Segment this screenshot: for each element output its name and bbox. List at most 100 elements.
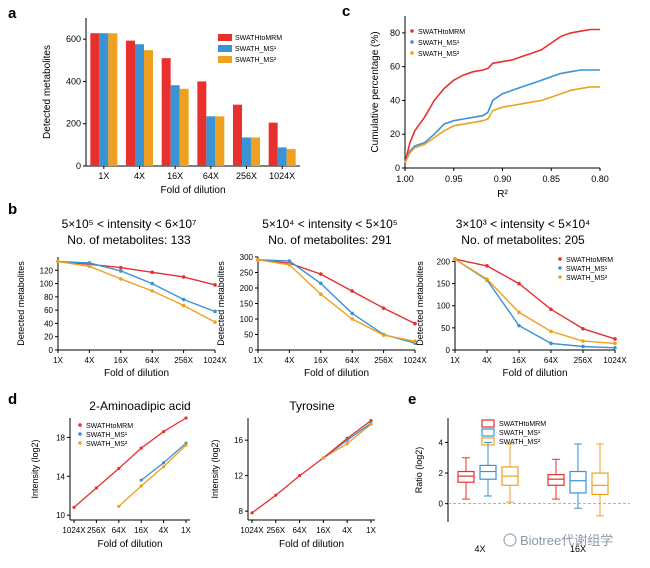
panel-d1-point <box>184 443 188 447</box>
panel-d2-point <box>298 474 302 478</box>
panel-c-legend-swatch <box>410 29 414 33</box>
panel-c-series-line <box>404 28 600 164</box>
panel-d2-y-tick-label: 16 <box>234 436 243 445</box>
panel-b1-x-tick-label: 1X <box>53 356 63 365</box>
panel-e-legend-swatch <box>481 428 495 437</box>
panel-a-bar <box>251 137 260 166</box>
panel-d2-point <box>345 442 349 446</box>
panel-a-bar <box>215 116 225 166</box>
panel-b2-x-tick-label: 256X <box>374 356 393 365</box>
panel-b3-y-tick-label: 100 <box>437 302 451 311</box>
panel-b3-series-line <box>454 258 616 345</box>
panel-b3-y-tick-label: 150 <box>437 280 451 289</box>
panel-a-legend-swatch <box>218 34 232 41</box>
panel-b1-y-tick-label: 80 <box>44 293 53 302</box>
panel-b3-point <box>613 341 617 346</box>
panel-c-y-tick-label: 0 <box>395 163 400 173</box>
panel-d1-point <box>117 504 121 508</box>
panel-b2-y-tick-label: 250 <box>240 269 254 278</box>
panel-e-legend-swatch <box>481 419 495 428</box>
panel-a-bar <box>108 33 118 167</box>
panel-b2-point <box>381 306 386 310</box>
panel-d1-point <box>184 416 188 420</box>
panel-a-y-tick-label: 200 <box>66 119 81 129</box>
panel-d2-point <box>345 438 349 442</box>
panel-b3-legend-label: SWATHtoMRM <box>566 257 613 264</box>
panel-d1-x-tick-label: 16X <box>134 526 149 535</box>
panel-d1-point <box>139 484 143 488</box>
panel-b2-x-tick-label: 4X <box>285 356 295 365</box>
panel-c-x-tick-label: 0.80 <box>591 174 609 184</box>
panel-d2-x-tick-label: 1X <box>366 526 376 535</box>
panel-b1-series-line <box>57 260 216 313</box>
panel-d2-x-tick-label: 16X <box>316 526 331 535</box>
panel-d1-legend-swatch <box>78 432 82 436</box>
panel-b2-point <box>319 292 323 297</box>
panel-b1-point <box>87 261 92 265</box>
panel-d2-title: Tyrosine <box>289 399 335 413</box>
panel-d2-y-tick-label: 12 <box>234 472 243 481</box>
panel-c-x-tick-label: 0.95 <box>445 174 463 184</box>
panel-d1-point <box>72 505 76 509</box>
panel-d1-x-axis-title: Fold of dilution <box>97 539 162 550</box>
panel-b3-y-axis-title: Detected metabolites <box>415 261 425 346</box>
panel-b1-point <box>119 269 123 273</box>
panel-e-y-tick-label: 4 <box>439 438 444 447</box>
panel-d2-x-tick-label: 4X <box>342 526 352 535</box>
panel-c-legend-label: SWATH_MS¹ <box>418 40 460 47</box>
panel-b3-legend-swatch <box>558 257 562 261</box>
panel-b-line-charts: 5×10⁵ < intensity < 6×10⁷ No. of metabol… <box>16 217 627 379</box>
panel-b3-y-tick-label: 200 <box>437 257 451 266</box>
panel-d2-series-line <box>251 420 372 514</box>
panel-a-bar <box>161 58 171 166</box>
panel-a-bar <box>277 147 287 166</box>
panel-b2-point <box>350 289 355 293</box>
panel-d2-point <box>274 493 278 497</box>
panel-b2-title-2: No. of metabolites: 291 <box>268 233 392 247</box>
panel-b2-point <box>413 339 417 344</box>
panel-b1-point <box>87 264 92 269</box>
panel-b3-x-tick-label: 1X <box>450 356 460 365</box>
panel-b3-point <box>517 323 521 328</box>
panel-b2-y-tick-label: 300 <box>240 253 254 262</box>
panel-letter-d: d <box>8 391 17 408</box>
panel-d1-legend-swatch <box>78 423 82 427</box>
panel-b1-x-tick-label: 1024X <box>203 356 227 365</box>
panel-e-y-tick-label: 2 <box>439 469 444 478</box>
panel-e-box <box>569 470 587 494</box>
panel-a-bar <box>286 149 296 166</box>
panel-b1-point <box>181 275 186 279</box>
panel-b1-x-tick-label: 64X <box>145 356 160 365</box>
panel-d1-point <box>162 464 166 469</box>
panel-b3-x-tick-label: 4X <box>482 356 492 365</box>
panel-letter-c: c <box>342 3 350 20</box>
panel-d1-legend-label: SWATHtoMRM <box>86 423 133 430</box>
panel-e-box-chart: 0 2 4 4X 16X SWATHtoMRM SWATH_MS¹ SWATH_MS² Rati… <box>414 418 630 554</box>
panel-a-bar <box>268 122 278 166</box>
panel-b3-point <box>453 257 457 262</box>
panel-b2-series-line <box>257 259 416 342</box>
panel-d1-x-tick-label: 256X <box>87 526 106 535</box>
panel-c-series-line <box>404 69 600 164</box>
panel-a-x-tick-label: 1X <box>98 171 109 181</box>
panel-c-cumulative-chart: 0 20 40 60 80 1.00 0.95 0.90 0.85 0.80 SWATHtoMRM S… <box>370 16 609 200</box>
panel-d2-point <box>250 511 254 515</box>
panel-b3-legend-label: SWATH_MS² <box>566 275 608 282</box>
panel-b3-x-tick-label: 16X <box>512 356 527 365</box>
panel-letter-a: a <box>8 5 17 22</box>
panel-b3-point <box>517 281 521 286</box>
panel-a-bar <box>144 50 153 166</box>
panel-a-y-tick-label: 0 <box>76 161 81 171</box>
panel-b2-y-tick-label: 200 <box>240 284 254 293</box>
panel-e-y-tick-label: 0 <box>439 500 444 509</box>
panel-b1-y-tick-label: 0 <box>49 346 54 355</box>
panel-d2-x-tick-label: 256X <box>266 526 285 535</box>
panel-d2-x-tick-label: 1024X <box>240 526 264 535</box>
panel-e-legend-label: SWATH_MS² <box>499 439 541 446</box>
panel-d1-point <box>117 466 121 471</box>
panel-a-x-tick-label: 256X <box>236 171 257 181</box>
panel-b2-x-axis-title: Fold of dilution <box>304 368 369 379</box>
panel-b1-point <box>213 309 217 314</box>
watermark-text: Biotree代谢组学 <box>520 533 613 548</box>
